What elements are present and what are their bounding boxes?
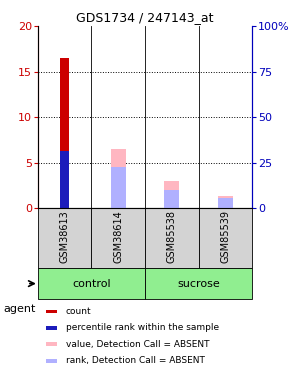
Bar — [91, 208, 145, 268]
Text: sucrose: sucrose — [177, 279, 220, 289]
Text: GSM85539: GSM85539 — [220, 210, 231, 263]
Text: count: count — [66, 307, 91, 316]
Bar — [111, 167, 126, 208]
Bar — [46, 326, 57, 330]
Bar — [111, 149, 126, 208]
Bar — [218, 196, 233, 208]
Bar — [38, 208, 91, 268]
Bar — [46, 310, 57, 314]
Bar — [38, 268, 145, 299]
Bar — [46, 359, 57, 363]
Bar — [60, 58, 69, 208]
Bar — [199, 208, 252, 268]
Bar — [46, 342, 57, 346]
Text: GSM85538: GSM85538 — [167, 210, 177, 263]
Bar — [218, 198, 233, 208]
Text: GSM38613: GSM38613 — [59, 210, 70, 263]
Text: agent: agent — [3, 304, 35, 314]
Bar — [145, 268, 252, 299]
Text: rank, Detection Call = ABSENT: rank, Detection Call = ABSENT — [66, 356, 204, 365]
Text: value, Detection Call = ABSENT: value, Detection Call = ABSENT — [66, 340, 209, 349]
Text: control: control — [72, 279, 111, 289]
Bar — [145, 208, 199, 268]
Bar — [164, 190, 179, 208]
Text: percentile rank within the sample: percentile rank within the sample — [66, 323, 219, 332]
Bar — [164, 181, 179, 208]
Text: GSM38614: GSM38614 — [113, 210, 123, 263]
Title: GDS1734 / 247143_at: GDS1734 / 247143_at — [76, 11, 214, 24]
Bar — [60, 151, 69, 208]
